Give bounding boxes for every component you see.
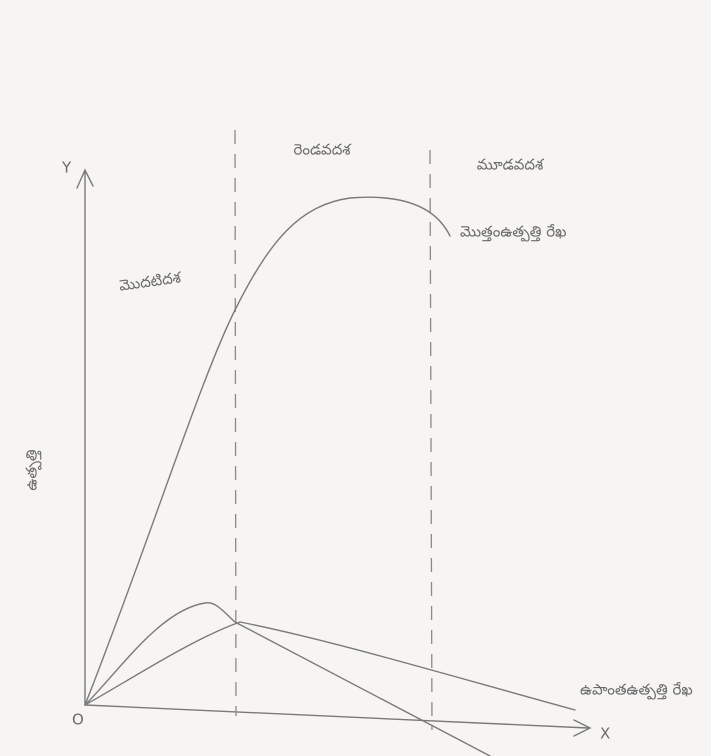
- stage-label: రెండవదశ: [293, 141, 352, 159]
- lower-curve: [84, 602, 491, 756]
- stage-divider: [234, 129, 237, 717]
- curve-label: మొత్తంఉత్పత్తి రేఖ: [460, 223, 566, 243]
- total-product-curve: [84, 196, 451, 706]
- stage-divider: [429, 149, 433, 731]
- y-axis-label: Y: [61, 159, 72, 177]
- x-axis-label: X: [600, 725, 610, 743]
- curve-label: ఉపాంతఉత్పత్తి రేఖ: [580, 681, 693, 701]
- y-axis: [76, 168, 94, 706]
- y-axis-title: ఉత్పత్తి: [23, 449, 43, 490]
- stage-label: మూడవదశ: [477, 156, 545, 174]
- lower-curve: [84, 621, 576, 711]
- x-axis: [84, 704, 592, 737]
- origin-label: O: [72, 711, 84, 729]
